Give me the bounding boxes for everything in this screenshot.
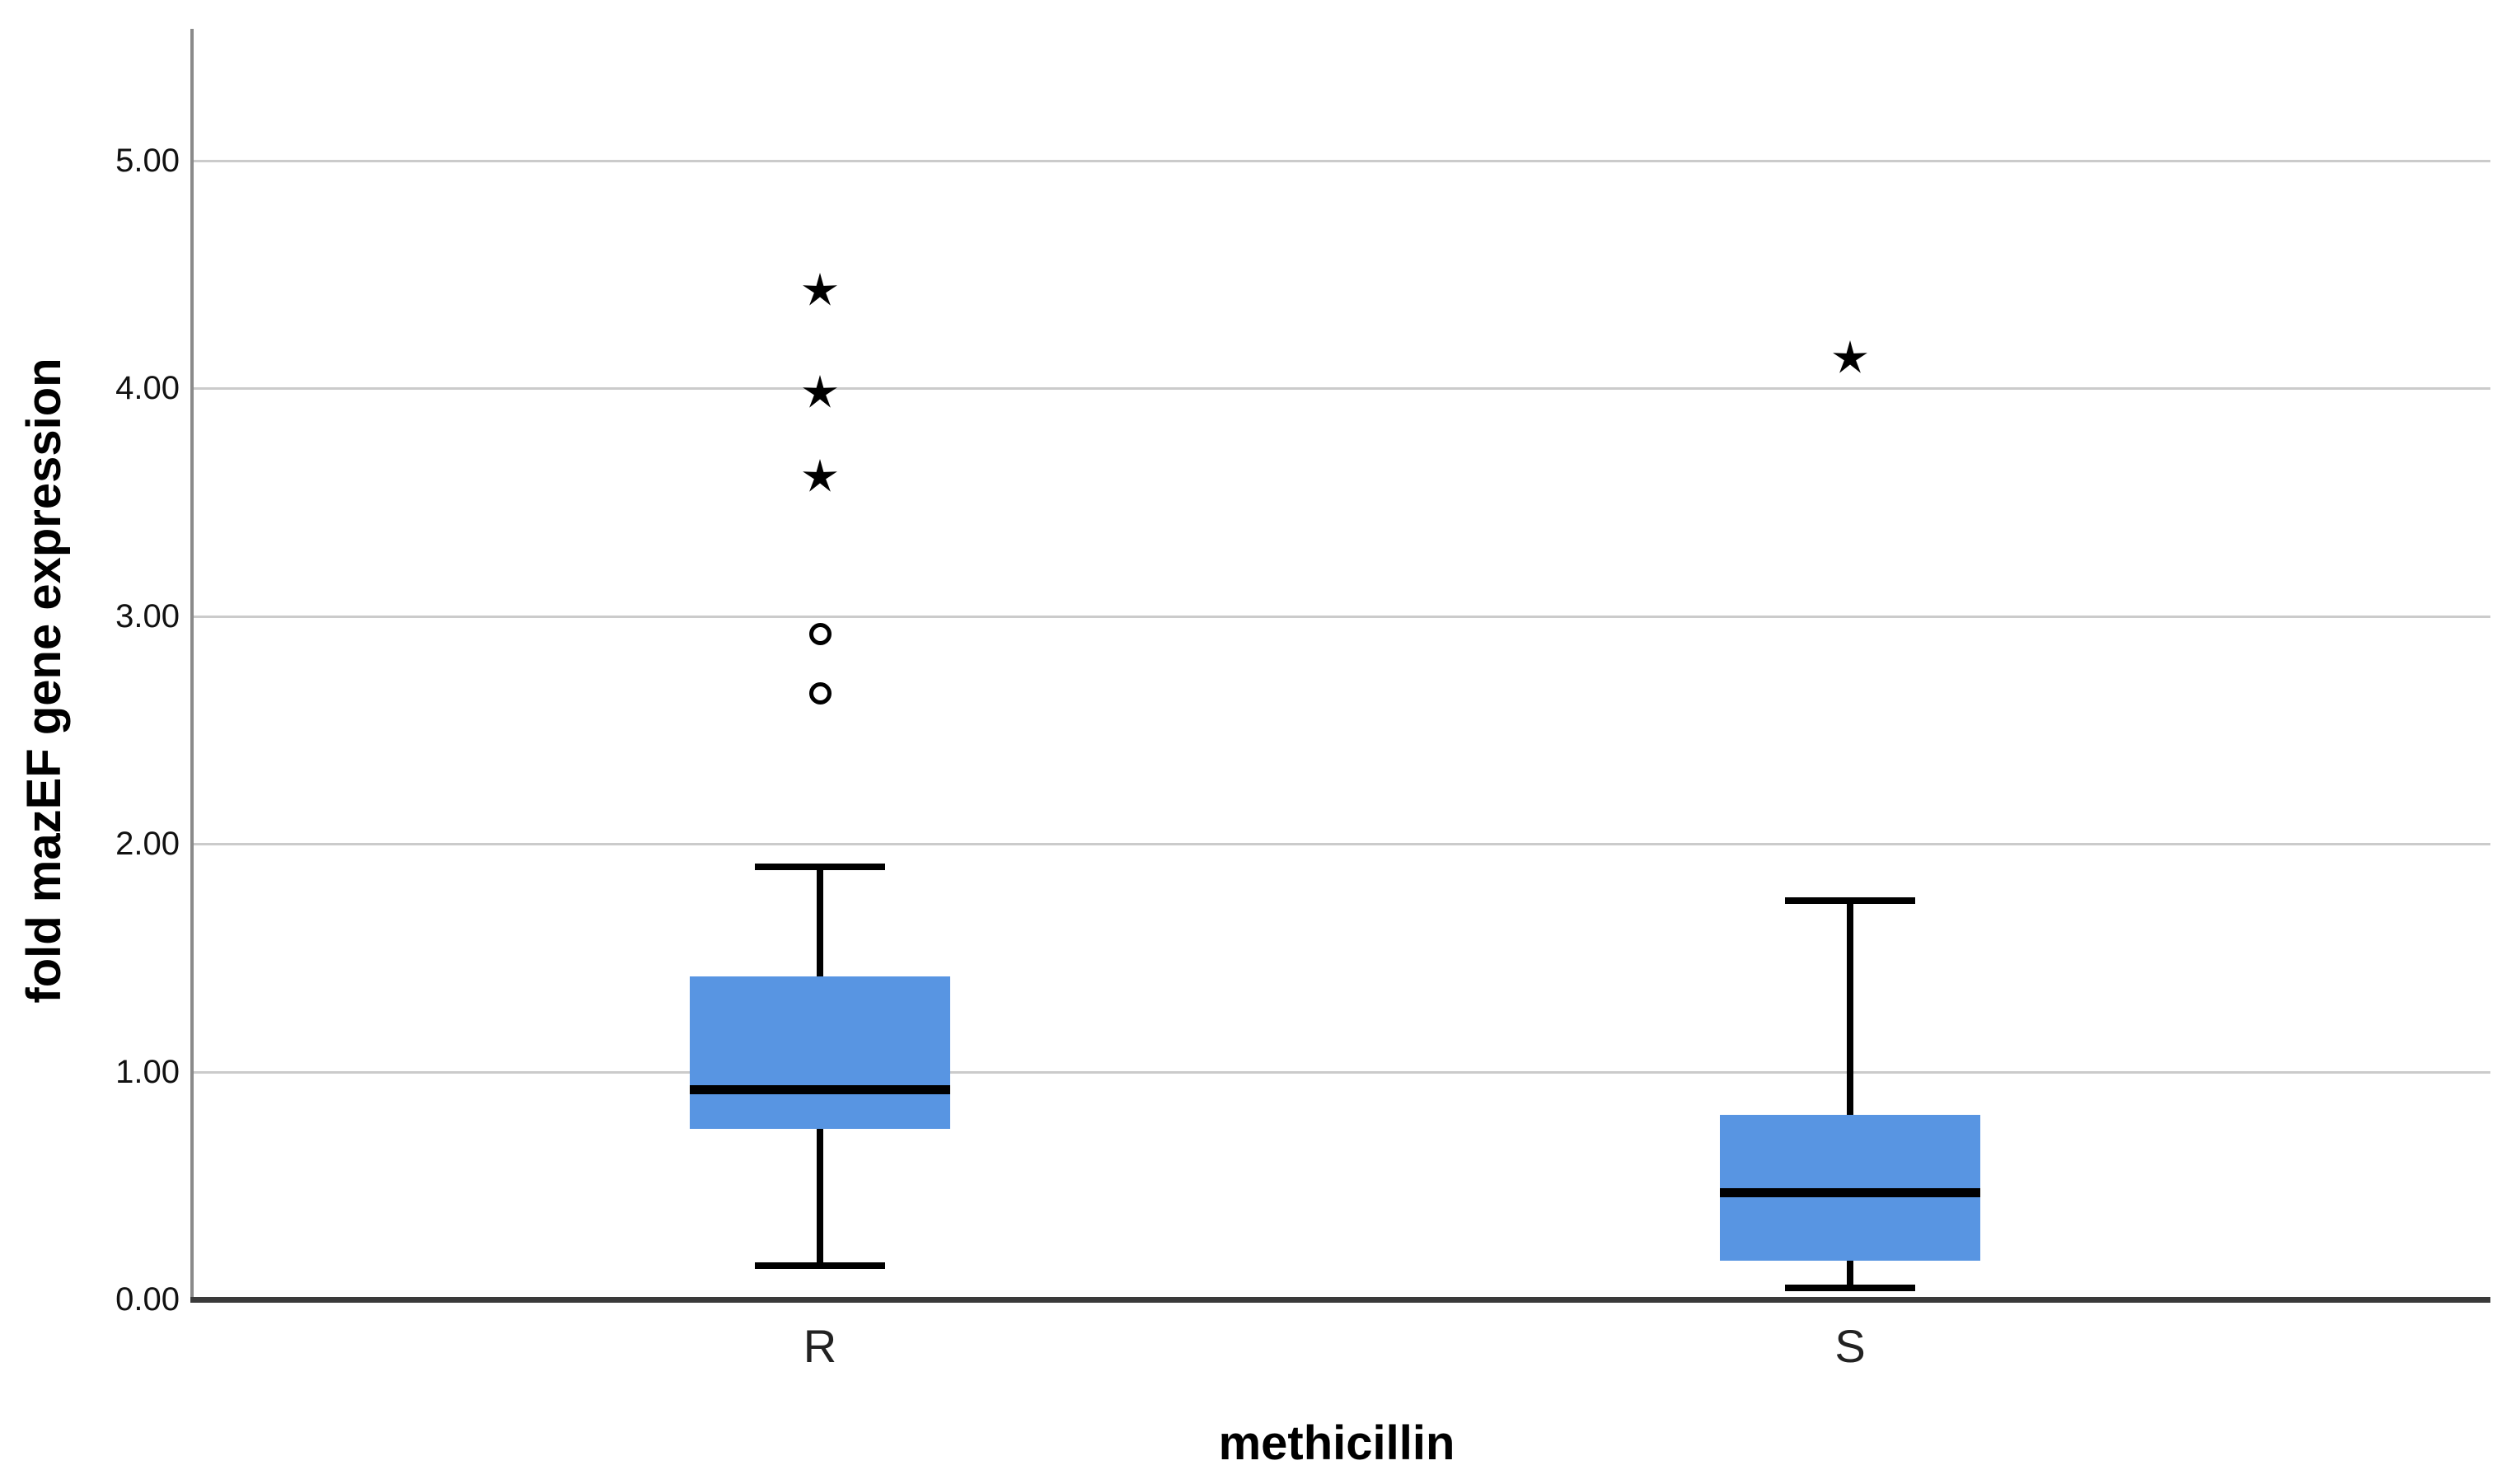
gridline	[193, 387, 2490, 391]
outlier-circle	[808, 682, 832, 705]
x-category-label: R	[803, 1320, 837, 1372]
y-tick-label: 1.00	[115, 1053, 180, 1090]
lower-whisker-cap	[1785, 1285, 1915, 1292]
gridline	[193, 843, 2490, 846]
extreme-star	[803, 459, 837, 492]
lower-whisker-stem	[817, 1128, 823, 1266]
y-tick-label: 0.00	[115, 1281, 180, 1318]
x-axis-title: methicillin	[1218, 1416, 1455, 1470]
extreme-star	[1833, 340, 1867, 374]
upper-whisker-stem	[1847, 901, 1853, 1116]
box-R	[690, 976, 950, 1129]
y-tick-label: 4.00	[115, 370, 180, 407]
extreme-star	[803, 272, 837, 306]
x-axis-baseline	[190, 1297, 2490, 1303]
median-line	[1720, 1187, 1980, 1197]
x-category-label: S	[1834, 1320, 1866, 1372]
y-tick-label: 5.00	[115, 143, 180, 179]
box-S	[1720, 1115, 1980, 1261]
upper-whisker-stem	[817, 866, 823, 976]
y-tick-label: 3.00	[115, 597, 180, 634]
extreme-star	[803, 374, 837, 408]
outlier-circle	[808, 623, 832, 646]
upper-whisker-cap	[1785, 897, 1915, 905]
y-tick-label: 2.00	[115, 826, 180, 863]
lower-whisker-stem	[1847, 1261, 1853, 1289]
upper-whisker-cap	[755, 863, 885, 870]
gridline	[193, 615, 2490, 618]
gridline	[193, 1070, 2490, 1074]
lower-whisker-cap	[755, 1262, 885, 1269]
gridline	[193, 160, 2490, 162]
median-line	[690, 1085, 950, 1095]
y-axis-line	[190, 29, 194, 1303]
